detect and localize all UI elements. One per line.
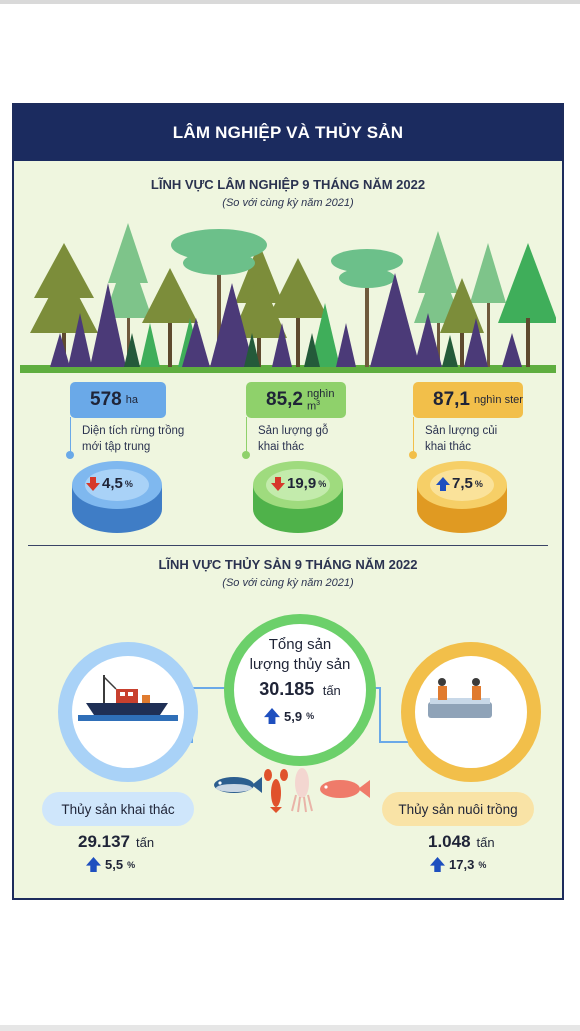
arrow-down-icon xyxy=(86,476,100,491)
fish-farmers-icon xyxy=(428,678,492,718)
catch-change-unit: % xyxy=(127,859,136,870)
section-divider xyxy=(28,545,548,546)
forestry-subtitle: (So với cùng kỳ năm 2021) xyxy=(222,197,354,209)
arrow-up-icon xyxy=(264,708,280,724)
planted-area-value: 578 xyxy=(90,389,122,410)
forest-illustration xyxy=(20,223,556,373)
arrow-down-icon xyxy=(271,476,285,491)
page-title: LÂM NGHIỆP VÀ THỦY SẢN xyxy=(14,105,562,161)
connector-line xyxy=(246,417,247,453)
farm-value: 1.048 xyxy=(428,832,471,851)
farm-change: 17,3% xyxy=(430,857,486,872)
connector-line xyxy=(70,417,71,453)
timber-output-change-value: 19,9 xyxy=(287,475,317,492)
forestry-title: LĨNH VỰC LÂM NGHIỆP 9 THÁNG NĂM 2022 xyxy=(150,177,426,192)
connector-dot xyxy=(242,451,250,459)
arrow-up-icon xyxy=(436,476,450,491)
fishery-subtitle: (So với cùng kỳ năm 2021) xyxy=(222,577,354,589)
firewood-output-desc-line2: khai thác xyxy=(425,441,472,453)
total-label-line1: Tổng sản xyxy=(268,636,332,653)
planted-area-desc: Diện tích rừng trồng mới tập trung xyxy=(82,423,184,455)
planted-area-change-unit: % xyxy=(124,478,133,489)
tuna-icon xyxy=(214,777,262,793)
catch-change-value: 5,5 xyxy=(105,857,124,872)
page-title-text: LÂM NGHIỆP VÀ THỦY SẢN xyxy=(172,123,404,142)
total-value: 30.185 xyxy=(259,679,315,699)
connector-dot xyxy=(409,451,417,459)
firewood-output-unit: nghìn ster xyxy=(473,394,523,406)
connector-line xyxy=(413,417,414,453)
firewood-output-desc: Sản lượng củi khai thác xyxy=(425,423,497,455)
planted-area-disc xyxy=(72,461,162,533)
catch-unit: tấn xyxy=(136,835,155,850)
farm-amount: 1.048 tấn xyxy=(428,832,495,852)
planted-area-unit: ha xyxy=(125,394,138,406)
arrow-up-icon xyxy=(430,857,445,872)
total-amount: 30.185 tấn xyxy=(224,679,376,700)
timber-output-disc xyxy=(253,461,343,533)
catch-change: 5,5% xyxy=(86,857,135,872)
red-snapper-icon xyxy=(320,780,370,798)
timber-output-unit: nghìn m3 xyxy=(307,388,346,413)
bottom-border xyxy=(0,1025,580,1031)
timber-output-value: 85,2 xyxy=(266,389,303,410)
timber-output-desc: Sản lượng gỗ khai thác xyxy=(258,423,328,455)
farm-label: Thủy sản nuôi trồng xyxy=(398,801,518,817)
catch-label: Thủy sản khai thác xyxy=(61,801,175,817)
total-change-value: 5,9 xyxy=(284,708,303,724)
catch-amount: 29.137 tấn xyxy=(78,832,154,852)
timber-output-desc-line2: khai thác xyxy=(258,441,305,453)
infographic-frame: LÂM NGHIỆP VÀ THỦY SẢN LĨNH VỰC LÂM NGHI… xyxy=(12,103,564,900)
total-change: 5,9% xyxy=(264,708,314,724)
total-ring xyxy=(224,614,376,766)
firewood-output-change: 7,5% xyxy=(436,475,483,492)
total-change-unit: % xyxy=(306,711,315,721)
farm-unit: tấn xyxy=(476,835,495,850)
total-unit: tấn xyxy=(322,683,341,698)
farm-label-pill: Thủy sản nuôi trồng xyxy=(382,792,534,826)
firewood-output-disc xyxy=(417,461,507,533)
total-label: Tổng sản lượng thủy sản xyxy=(224,635,376,675)
farm-change-value: 17,3 xyxy=(449,857,475,872)
fishing-boat-icon xyxy=(78,675,178,721)
lobster-icon xyxy=(264,769,288,813)
firewood-output-desc-line1: Sản lượng củi xyxy=(425,425,498,437)
squid-icon xyxy=(291,768,313,813)
catch-value: 29.137 xyxy=(78,832,130,851)
timber-output-change-unit: % xyxy=(318,478,327,489)
planted-area-tag: 578 ha xyxy=(70,382,166,418)
connector-dot xyxy=(66,451,74,459)
timber-output-unit-sup: 3 xyxy=(316,399,321,407)
firewood-output-change-unit: % xyxy=(474,478,483,489)
farm-ring xyxy=(401,642,541,782)
timber-output-unit-text: nghìn m xyxy=(306,387,335,413)
firewood-output-tag: 87,1 nghìn ster xyxy=(413,382,523,418)
farm-change-unit: % xyxy=(478,859,487,870)
timber-output-change: 19,9% xyxy=(271,475,326,492)
planted-area-desc-line1: Diện tích rừng trồng xyxy=(82,425,185,437)
firewood-output-value: 87,1 xyxy=(433,389,470,410)
fishery-title: LĨNH VỰC THỦY SẢN 9 THÁNG NĂM 2022 xyxy=(158,557,418,572)
timber-output-tag: 85,2 nghìn m3 xyxy=(246,382,346,418)
seafood-illustration xyxy=(214,768,370,813)
firewood-output-change-value: 7,5 xyxy=(452,475,473,492)
planted-area-change: 4,5% xyxy=(86,475,133,492)
timber-output-desc-line1: Sản lượng gỗ xyxy=(258,425,329,437)
catch-label-pill: Thủy sản khai thác xyxy=(42,792,194,826)
planted-area-change-value: 4,5 xyxy=(102,475,123,492)
planted-area-desc-line2: mới tập trung xyxy=(82,441,151,453)
top-border xyxy=(0,0,580,4)
total-label-line2: lượng thủy sản xyxy=(249,656,351,673)
arrow-up-icon xyxy=(86,857,101,872)
